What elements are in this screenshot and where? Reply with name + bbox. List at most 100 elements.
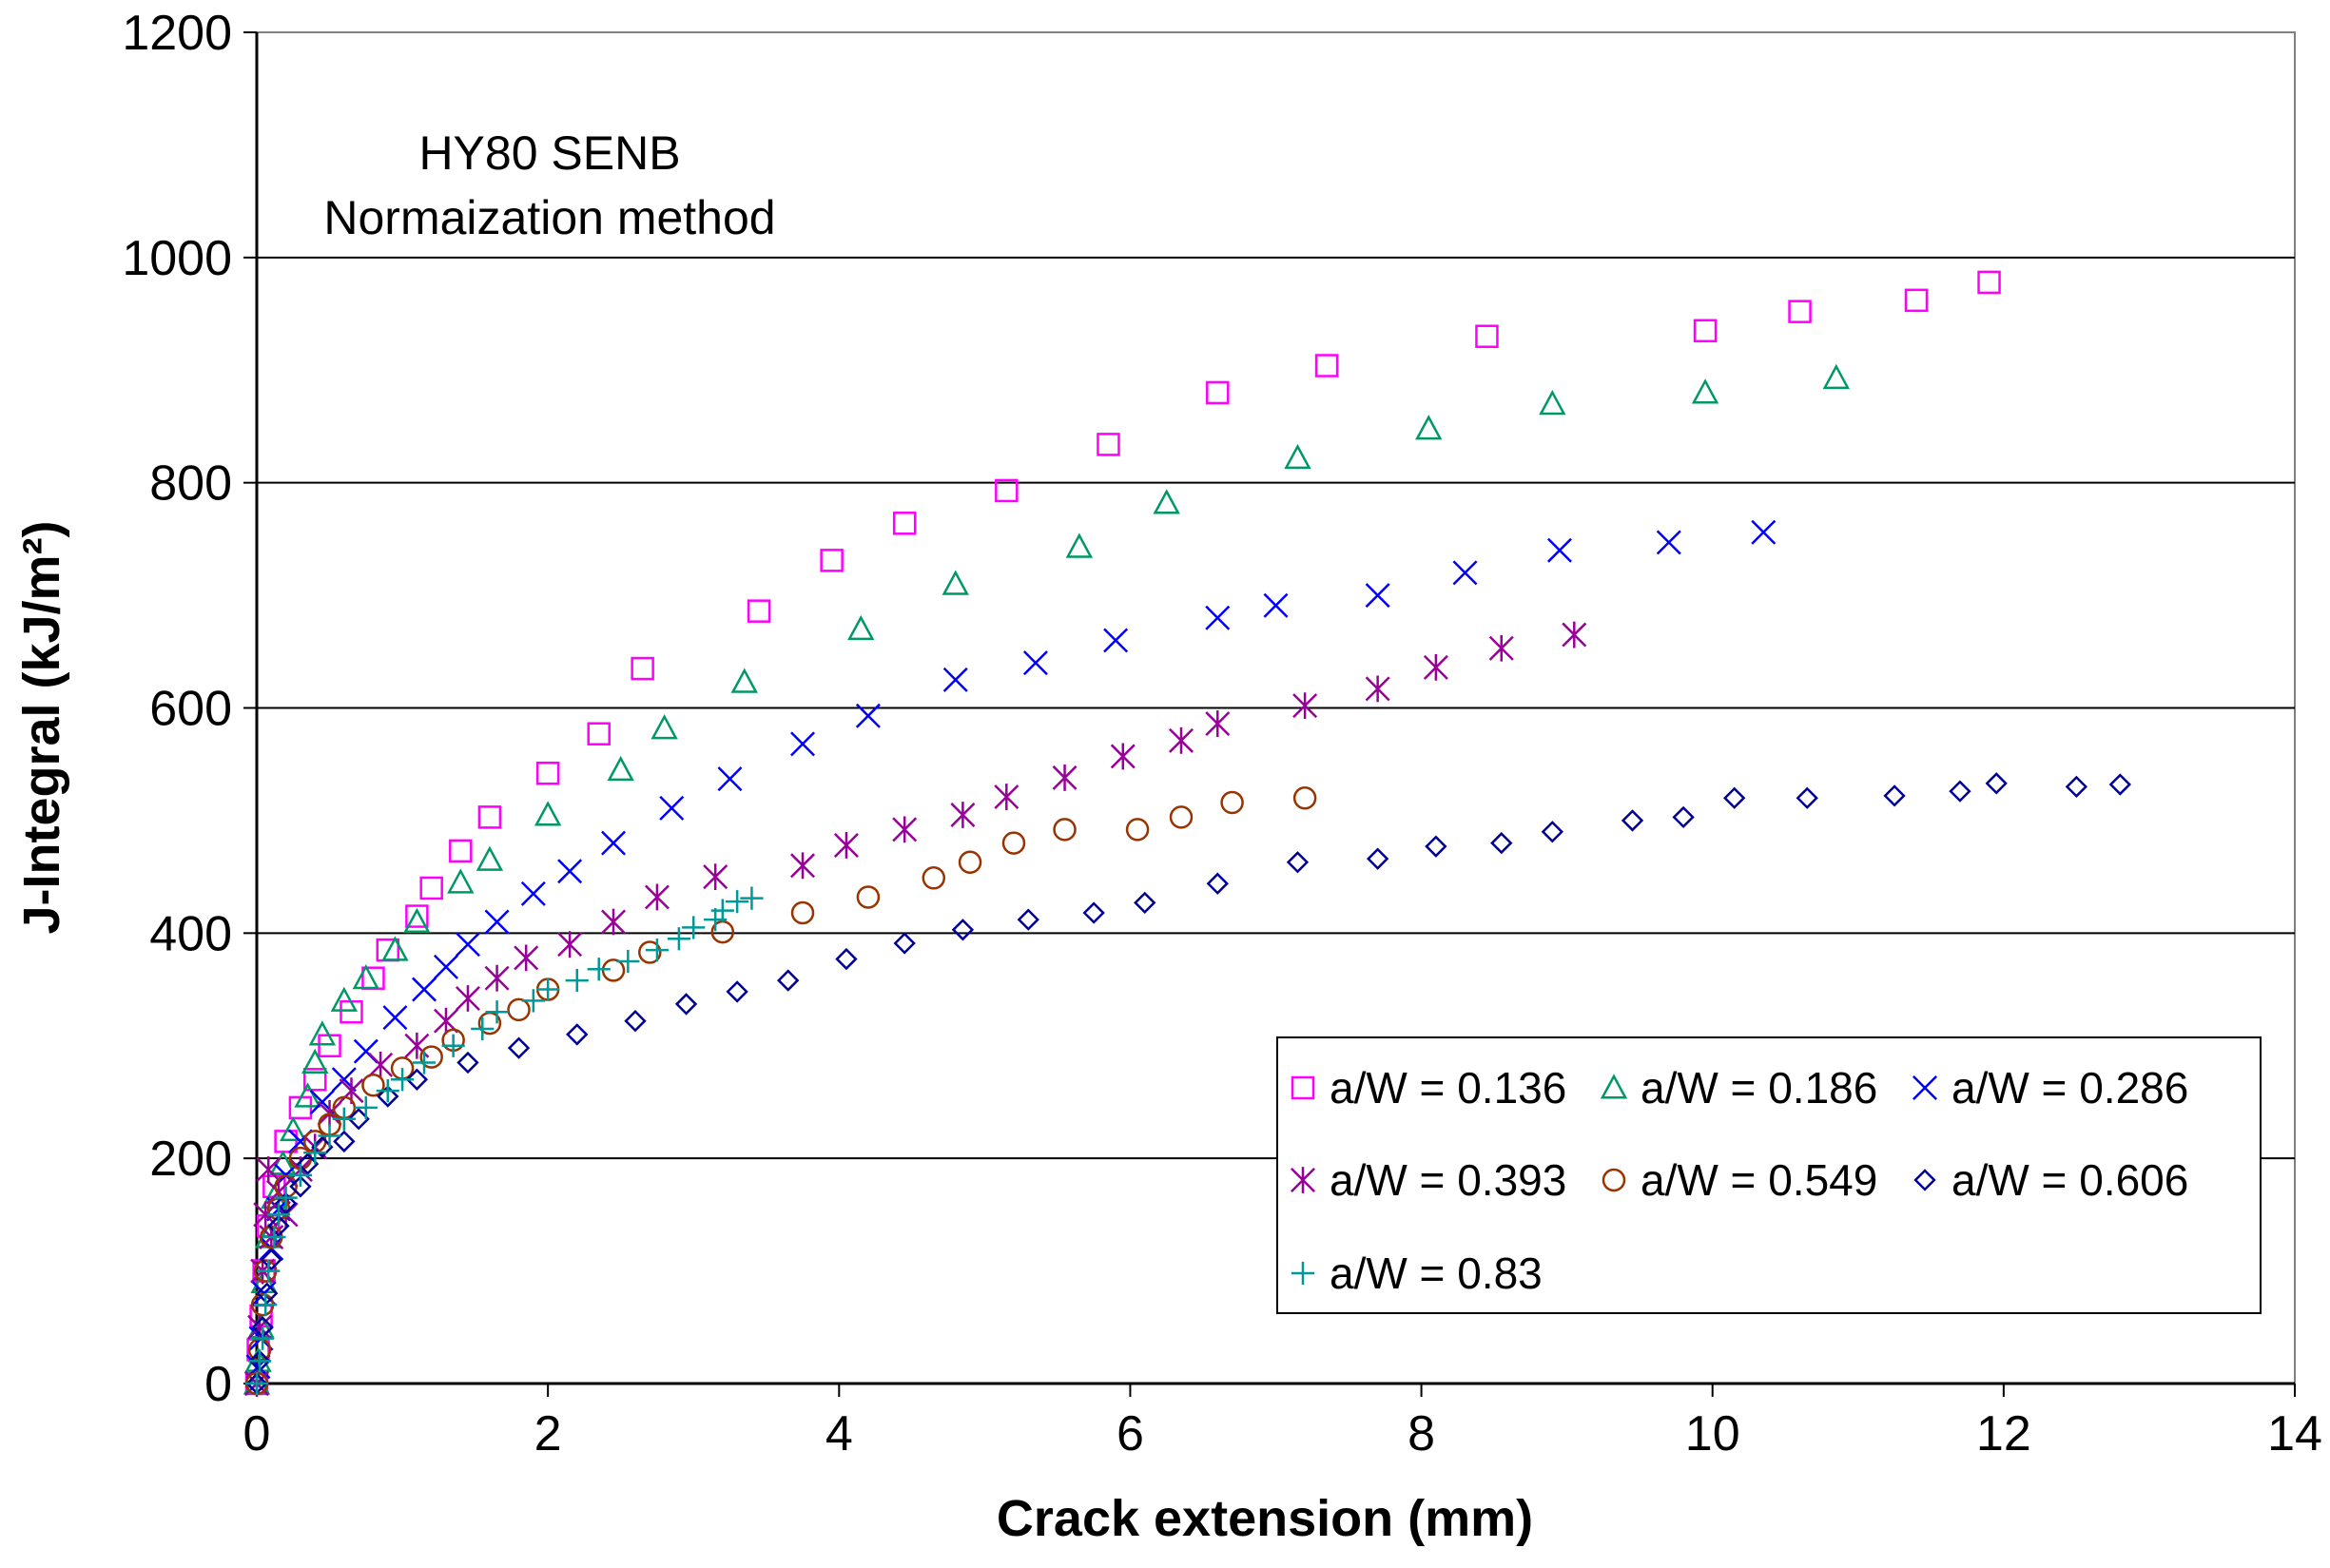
data-point — [1017, 908, 1039, 931]
data-point — [267, 1214, 290, 1237]
data-point — [601, 830, 627, 856]
x-tick-label: 2 — [534, 1406, 562, 1462]
y-tick-label: 0 — [204, 1357, 232, 1412]
data-point — [1206, 380, 1230, 405]
legend-label: a/W = 0.83 — [1330, 1249, 1543, 1298]
data-point — [477, 805, 502, 829]
annotations: HY80 SENB Normaization method — [323, 126, 775, 244]
data-point — [308, 1020, 337, 1046]
data-point — [892, 816, 918, 843]
data-point — [449, 839, 473, 863]
legend-marker — [1602, 1168, 1626, 1192]
data-point — [1562, 621, 1587, 648]
y-axis-title: J-Integral (kJ/m²) — [13, 520, 70, 934]
data-point — [557, 859, 583, 884]
data-point — [256, 1282, 279, 1305]
data-point — [381, 936, 409, 961]
data-point — [1263, 592, 1289, 618]
legend-label: a/W = 0.606 — [1951, 1155, 2188, 1205]
data-point — [354, 1095, 378, 1119]
axes: 0 200 400 600 800 1000 1200 0 2 4 6 8 10 12 14 — [122, 6, 2322, 1462]
data-point — [1723, 786, 1746, 809]
data-point — [361, 1073, 385, 1097]
data-point — [274, 1186, 298, 1210]
data-point — [1286, 851, 1310, 874]
data-point — [412, 1051, 437, 1074]
data-point — [412, 977, 437, 1002]
data-point — [1977, 270, 2001, 295]
data-point — [1052, 765, 1078, 791]
data-point — [703, 863, 728, 891]
data-point — [790, 900, 815, 925]
data-point — [994, 784, 1019, 810]
data-point — [1822, 363, 1851, 390]
legend-label: a/W = 0.186 — [1641, 1063, 1877, 1113]
data-point — [1103, 628, 1129, 653]
data-point — [536, 978, 560, 1001]
data-point — [256, 1156, 282, 1183]
data-point — [790, 731, 816, 757]
data-point — [521, 989, 545, 1013]
data-point — [476, 845, 504, 871]
data-point — [631, 656, 654, 681]
data-point — [455, 932, 480, 958]
data-point — [471, 1016, 495, 1041]
data-point — [244, 1371, 269, 1396]
data-point — [376, 1079, 399, 1103]
data-point — [1985, 772, 2008, 795]
data-point — [1205, 710, 1231, 737]
data-point — [247, 1313, 273, 1341]
data-point — [893, 932, 916, 955]
data-point — [726, 980, 748, 1003]
data-point — [441, 1034, 465, 1057]
data-point — [1134, 891, 1156, 915]
series-7 — [244, 886, 764, 1396]
data-point — [667, 927, 691, 951]
data-point — [566, 1023, 589, 1046]
data-point — [1065, 532, 1094, 558]
data-point — [717, 766, 743, 792]
x-tick-label: 12 — [1976, 1406, 2031, 1462]
data-point — [288, 1163, 313, 1188]
x-tick-label: 4 — [825, 1406, 853, 1462]
data-point — [447, 868, 475, 894]
legend-label: a/W = 0.393 — [1330, 1155, 1566, 1205]
data-point — [280, 1115, 307, 1142]
data-point — [726, 890, 749, 914]
x-axis-title: Crack extension (mm) — [997, 1490, 1533, 1547]
series-5 — [244, 785, 1317, 1396]
data-point — [260, 1249, 282, 1271]
series-2 — [243, 363, 1851, 1395]
x-tick-label: 10 — [1685, 1406, 1740, 1462]
legend-marker — [1913, 1075, 1937, 1100]
data-point — [820, 549, 844, 572]
data-point — [302, 1068, 327, 1092]
data-point — [607, 755, 634, 782]
data-point — [2108, 773, 2131, 796]
data-points — [243, 270, 2131, 1397]
data-point — [740, 886, 764, 910]
data-point — [484, 964, 510, 992]
data-point — [405, 904, 429, 928]
data-point — [535, 761, 560, 785]
data-point — [301, 1048, 329, 1074]
data-point — [682, 916, 706, 939]
data-point — [1292, 785, 1317, 810]
x-tick-label: 8 — [1408, 1406, 1435, 1462]
data-point — [455, 985, 480, 1012]
legend-marker — [1291, 1167, 1315, 1193]
data-point — [333, 1130, 356, 1153]
data-point — [587, 958, 611, 981]
data-point — [1796, 786, 1818, 809]
legend-marker — [1600, 1074, 1628, 1099]
data-point — [1423, 653, 1448, 681]
data-point — [403, 907, 431, 934]
data-point — [390, 1068, 415, 1092]
data-point — [1751, 519, 1777, 545]
legend-marker — [1291, 1075, 1315, 1100]
data-point — [847, 614, 875, 641]
data-point — [419, 1045, 443, 1069]
data-point — [266, 1203, 291, 1227]
data-point — [382, 1005, 408, 1031]
